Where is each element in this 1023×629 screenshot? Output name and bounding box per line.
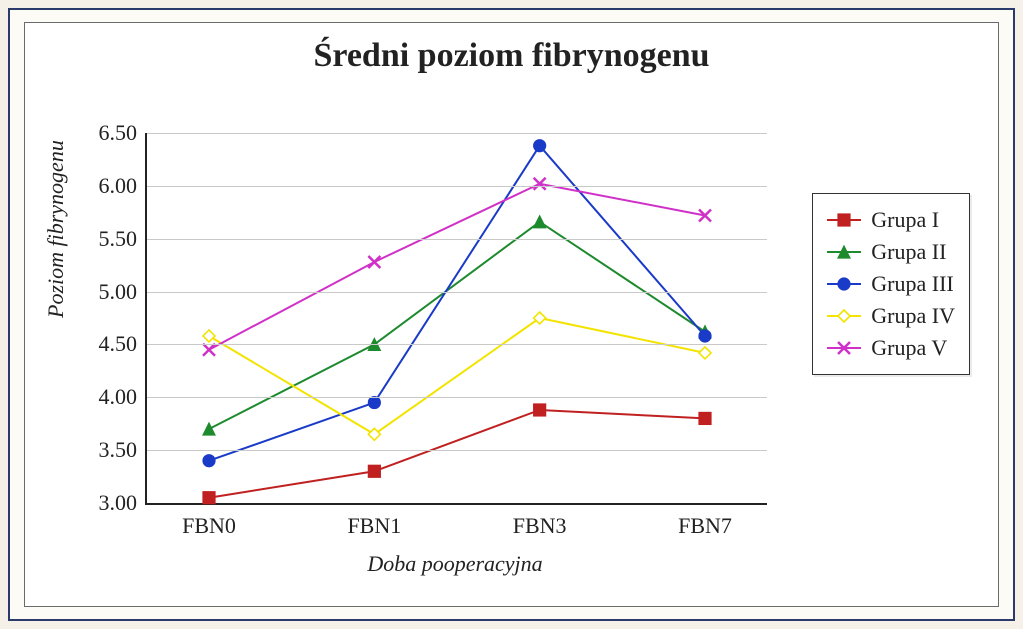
legend-label: Grupa IV — [871, 303, 955, 329]
gridline — [147, 239, 767, 240]
outer-frame: Średni poziom fibrynogenu Poziom fibryno… — [8, 8, 1015, 621]
legend-item: Grupa II — [827, 236, 955, 268]
legend-item: Grupa IV — [827, 300, 955, 332]
y-tick-label: 6.00 — [99, 173, 148, 199]
gridline — [147, 292, 767, 293]
legend-label: Grupa III — [871, 271, 953, 297]
x-axis-title: Doba pooperacyjna — [145, 551, 765, 577]
data-marker — [699, 412, 711, 424]
data-marker — [534, 140, 546, 152]
chart-frame: Średni poziom fibrynogenu Poziom fibryno… — [24, 22, 999, 607]
chart-title: Średni poziom fibrynogenu — [25, 37, 998, 75]
plot-area: 3.003.504.004.505.005.506.006.50FBN0FBN1… — [145, 133, 767, 505]
gridline — [147, 133, 767, 134]
data-marker — [203, 344, 215, 356]
legend-label: Grupa II — [871, 239, 946, 265]
y-tick-label: 6.50 — [99, 120, 148, 146]
series-line — [209, 410, 705, 498]
legend-swatch — [827, 219, 861, 221]
data-marker — [203, 330, 215, 342]
legend-item: Grupa I — [827, 204, 955, 236]
data-marker — [534, 216, 546, 228]
gridline — [147, 450, 767, 451]
legend: Grupa I Grupa II Grupa III Grupa IV Grupa V — [812, 193, 970, 375]
data-marker — [699, 330, 711, 342]
x-tick-label: FBN3 — [513, 503, 567, 539]
data-marker — [203, 455, 215, 467]
legend-item: Grupa III — [827, 268, 955, 300]
y-tick-label: 5.50 — [99, 226, 148, 252]
legend-label: Grupa I — [871, 207, 939, 233]
legend-swatch — [827, 347, 861, 349]
data-marker — [368, 397, 380, 409]
y-tick-label: 4.50 — [99, 331, 148, 357]
chart-lines — [147, 133, 767, 503]
y-axis-title: Poziom fibrynogenu — [43, 140, 69, 318]
x-tick-label: FBN0 — [182, 503, 236, 539]
data-marker — [368, 465, 380, 477]
data-marker — [368, 256, 380, 268]
legend-swatch — [827, 283, 861, 285]
y-tick-label: 3.00 — [99, 490, 148, 516]
x-tick-label: FBN7 — [678, 503, 732, 539]
y-tick-label: 5.00 — [99, 279, 148, 305]
series-line — [209, 146, 705, 461]
y-tick-label: 3.50 — [99, 437, 148, 463]
legend-item: Grupa V — [827, 332, 955, 364]
gridline — [147, 186, 767, 187]
y-tick-label: 4.00 — [99, 384, 148, 410]
data-marker — [203, 423, 215, 435]
legend-swatch — [827, 315, 861, 317]
data-marker — [203, 492, 215, 504]
data-marker — [699, 347, 711, 359]
series-line — [209, 318, 705, 434]
data-marker — [368, 428, 380, 440]
series-line — [209, 184, 705, 350]
data-marker — [534, 404, 546, 416]
gridline — [147, 344, 767, 345]
gridline — [147, 397, 767, 398]
legend-swatch — [827, 251, 861, 253]
legend-label: Grupa V — [871, 335, 947, 361]
x-tick-label: FBN1 — [347, 503, 401, 539]
data-marker — [534, 312, 546, 324]
